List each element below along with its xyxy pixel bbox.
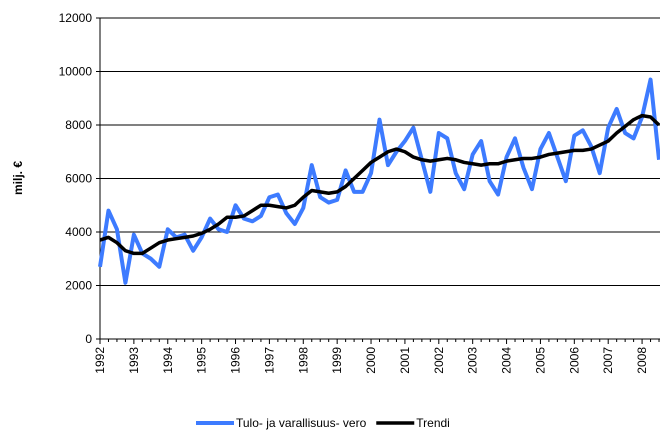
series-line	[99, 113, 660, 256]
x-tick-label: 2003	[466, 347, 480, 374]
series-line	[98, 77, 660, 285]
x-tick-label: 2000	[364, 347, 378, 374]
y-tick-label: 8000	[65, 118, 92, 132]
x-tick-label: 1993	[127, 347, 141, 374]
y-tick-label: 2000	[65, 279, 92, 293]
x-tick-label: 1999	[330, 347, 344, 374]
x-tick-label: 2002	[432, 347, 446, 374]
x-tick-label: 2001	[398, 347, 412, 374]
y-tick-label: 6000	[65, 172, 92, 186]
x-tick-label: 2004	[500, 347, 514, 374]
x-tick-label: 1994	[161, 347, 175, 374]
y-tick-label: 4000	[65, 225, 92, 239]
x-tick-label: 1996	[229, 347, 243, 374]
x-tick-label: 1995	[195, 347, 209, 374]
x-tick-label: 2005	[533, 347, 547, 374]
x-tick-label: 2007	[601, 347, 615, 374]
x-tick-label: 1998	[296, 347, 310, 374]
x-tick-label: 1992	[93, 347, 107, 374]
legend-label: Trendi	[416, 416, 450, 430]
y-tick-label: 0	[85, 332, 92, 346]
y-tick-label: 10000	[59, 65, 93, 79]
y-tick-label: 12000	[59, 11, 93, 25]
y-axis-label: milj. €	[11, 161, 25, 195]
x-tick-label: 2006	[567, 347, 581, 374]
x-tick-label: 2008	[635, 347, 649, 374]
x-tick-label: 1997	[262, 347, 276, 374]
legend-label: Tulo- ja varallisuus- vero	[236, 416, 367, 430]
